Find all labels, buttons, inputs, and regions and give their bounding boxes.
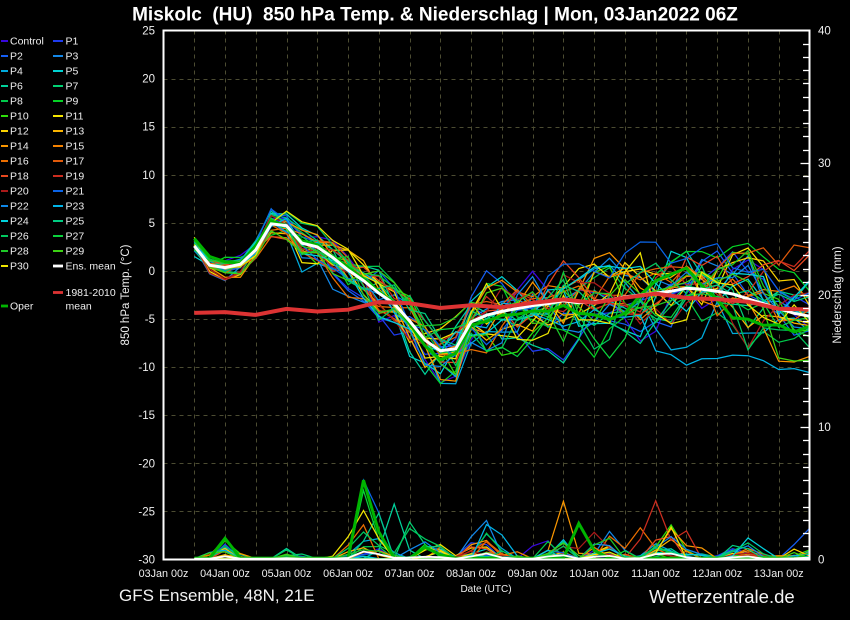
svg-text:P26: P26	[10, 231, 29, 243]
svg-text:-30: -30	[138, 555, 155, 567]
svg-text:Date (UTC): Date (UTC)	[460, 584, 511, 595]
svg-text:05Jan 00z: 05Jan 00z	[262, 568, 312, 580]
svg-text:0: 0	[149, 266, 155, 278]
svg-text:P4: P4	[10, 66, 23, 78]
svg-text:Wetterzentrale.de: Wetterzentrale.de	[649, 586, 795, 607]
svg-text:P15: P15	[66, 141, 85, 153]
svg-text:P18: P18	[10, 171, 29, 183]
svg-text:P6: P6	[10, 81, 23, 93]
svg-text:10Jan 00z: 10Jan 00z	[569, 568, 619, 580]
svg-text:-15: -15	[138, 410, 155, 422]
svg-text:P1: P1	[66, 36, 79, 48]
svg-text:-25: -25	[138, 506, 155, 518]
svg-text:-5: -5	[145, 314, 155, 326]
svg-text:Control: Control	[10, 36, 44, 48]
svg-text:P16: P16	[10, 156, 29, 168]
svg-text:P14: P14	[10, 141, 29, 153]
svg-text:25: 25	[142, 26, 155, 38]
svg-text:09Jan 00z: 09Jan 00z	[508, 568, 558, 580]
svg-text:P12: P12	[10, 126, 29, 138]
svg-text:03Jan 00z: 03Jan 00z	[139, 568, 189, 580]
svg-text:P21: P21	[66, 186, 85, 198]
svg-text:-20: -20	[138, 458, 155, 470]
svg-text:0: 0	[818, 555, 824, 567]
svg-text:P23: P23	[66, 201, 85, 213]
svg-text:04Jan 00z: 04Jan 00z	[200, 568, 250, 580]
svg-text:40: 40	[818, 26, 831, 38]
svg-text:P30: P30	[10, 261, 29, 273]
svg-text:12Jan 00z: 12Jan 00z	[692, 568, 742, 580]
svg-text:mean: mean	[66, 301, 92, 313]
svg-text:P3: P3	[66, 51, 79, 63]
svg-text:P22: P22	[10, 201, 29, 213]
svg-text:P5: P5	[66, 66, 79, 78]
svg-text:Ens. mean: Ens. mean	[66, 261, 116, 273]
svg-text:P20: P20	[10, 186, 29, 198]
svg-text:850 hPa Temp. (°C): 850 hPa Temp. (°C)	[120, 244, 132, 345]
svg-text:13Jan 00z: 13Jan 00z	[754, 568, 804, 580]
svg-text:P29: P29	[66, 246, 85, 258]
svg-text:5: 5	[149, 218, 155, 230]
svg-text:P25: P25	[66, 216, 85, 228]
svg-text:07Jan 00z: 07Jan 00z	[385, 568, 435, 580]
svg-text:-10: -10	[138, 362, 155, 374]
svg-text:10: 10	[142, 170, 155, 182]
svg-text:10: 10	[818, 422, 831, 434]
svg-text:P7: P7	[66, 81, 79, 93]
svg-text:P17: P17	[66, 156, 85, 168]
svg-text:P28: P28	[10, 246, 29, 258]
svg-text:20: 20	[142, 74, 155, 86]
svg-text:11Jan 00z: 11Jan 00z	[631, 568, 680, 580]
svg-text:15: 15	[142, 122, 155, 134]
svg-text:P2: P2	[10, 51, 23, 63]
svg-text:P19: P19	[66, 171, 85, 183]
svg-text:P24: P24	[10, 216, 29, 228]
svg-text:20: 20	[818, 290, 831, 302]
svg-text:P11: P11	[66, 111, 84, 123]
svg-text:P13: P13	[66, 126, 85, 138]
svg-text:06Jan 00z: 06Jan 00z	[323, 568, 373, 580]
svg-text:P10: P10	[10, 111, 29, 123]
svg-text:P8: P8	[10, 96, 23, 108]
svg-text:08Jan 00z: 08Jan 00z	[446, 568, 496, 580]
svg-text:Niederschlag (mm): Niederschlag (mm)	[832, 246, 844, 343]
svg-text:GFS Ensemble, 48N, 21E: GFS Ensemble, 48N, 21E	[119, 586, 315, 605]
svg-text:P27: P27	[66, 231, 85, 243]
svg-text:30: 30	[818, 158, 831, 170]
svg-text:1981-2010: 1981-2010	[66, 287, 116, 299]
svg-text:Oper: Oper	[10, 301, 34, 313]
svg-text:P9: P9	[66, 96, 79, 108]
svg-text:Miskolc (HU) 850 hPa Temp. &: Miskolc (HU) 850 hPa Temp. & Niederschla…	[132, 5, 738, 26]
